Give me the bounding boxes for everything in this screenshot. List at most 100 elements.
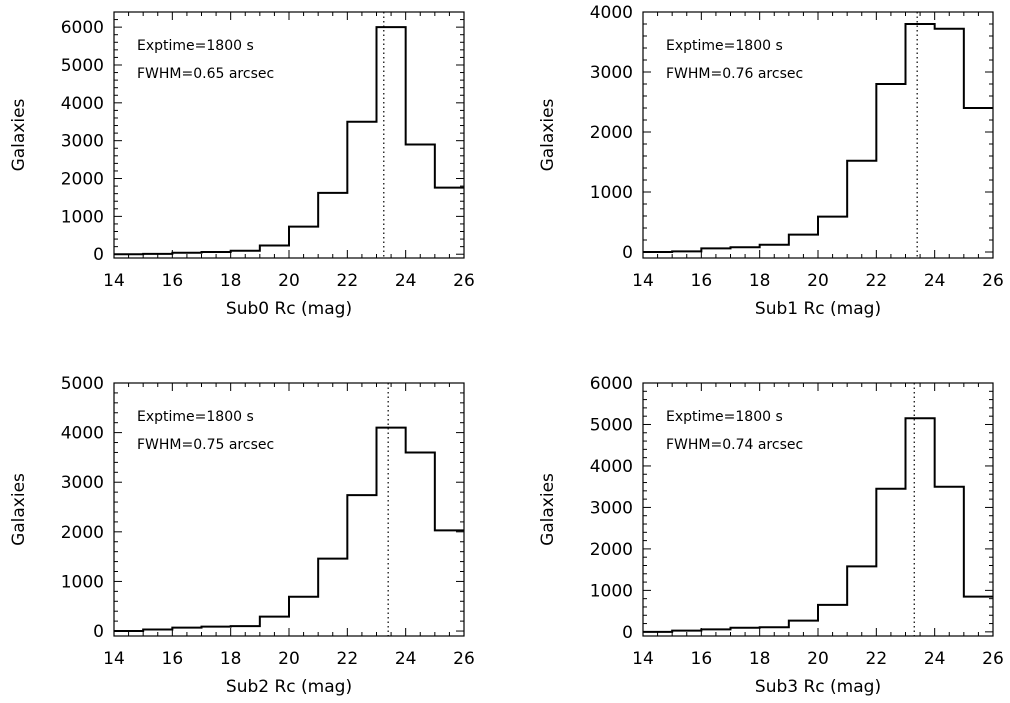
y-tick-label: 2000 — [61, 170, 104, 190]
y-tick-label: 2000 — [61, 523, 104, 543]
histogram-bar — [906, 24, 935, 258]
x-tick-label: 24 — [924, 271, 946, 291]
histogram-bar — [643, 252, 672, 258]
histogram-bar — [935, 487, 964, 636]
y-tick-label: 6000 — [61, 18, 104, 38]
x-tick-label: 20 — [278, 271, 300, 291]
x-axis-label: Sub3 Rc (mag) — [755, 677, 881, 697]
histogram-bar — [377, 27, 406, 258]
y-tick-label: 4000 — [590, 457, 633, 477]
histogram-bar — [347, 122, 376, 258]
x-axis-label: Sub0 Rc (mag) — [226, 299, 352, 319]
x-tick-label: 26 — [982, 271, 1004, 291]
x-tick-label: 22 — [337, 649, 359, 669]
annotation-0: Exptime=1800 s — [137, 38, 254, 54]
y-axis-label: Galaxies — [538, 473, 558, 546]
y-tick-label: 3000 — [61, 473, 104, 493]
histogram-bar — [143, 630, 172, 636]
y-tick-label: 0 — [622, 623, 633, 643]
panel-3: 14 16 18 20 22 24 26 0 1000 2000 3000 4000 5000 6000 E… — [538, 374, 1004, 697]
y-tick-label: 5000 — [61, 374, 104, 394]
histogram-bar — [289, 597, 318, 636]
x-tick-label: 22 — [866, 271, 888, 291]
histogram-bar — [847, 566, 876, 636]
y-tick-label: 0 — [93, 245, 104, 265]
histogram-bar — [760, 245, 789, 258]
y-tick-label: 4000 — [61, 94, 104, 114]
histogram-bar — [818, 217, 847, 258]
histogram-bar — [377, 428, 406, 636]
histogram-bar — [935, 29, 964, 258]
annotation-0: Exptime=1800 s — [137, 409, 254, 425]
histogram-bar — [435, 530, 464, 636]
histogram-bar — [701, 629, 730, 636]
annotation-0: Exptime=1800 s — [666, 409, 783, 425]
histogram-outline — [114, 26, 464, 256]
y-tick-label: 1000 — [61, 572, 104, 592]
y-axis-label: Galaxies — [9, 98, 29, 171]
x-tick-label: 22 — [866, 649, 888, 669]
histogram-bar — [406, 452, 435, 636]
histogram-bar — [964, 597, 993, 636]
y-tick-label: 6000 — [590, 374, 633, 394]
x-tick-label: 16 — [162, 271, 184, 291]
histogram-bar — [260, 617, 289, 636]
x-axis-label: Sub1 Rc (mag) — [755, 299, 881, 319]
x-tick-label: 20 — [278, 649, 300, 669]
x-tick-label: 18 — [220, 649, 242, 669]
y-tick-label: 5000 — [61, 56, 104, 76]
y-tick-label: 3000 — [590, 498, 633, 518]
histogram-bar — [289, 227, 318, 258]
histogram-bar — [202, 252, 231, 258]
x-tick-label: 20 — [807, 649, 829, 669]
histogram-bar — [672, 631, 701, 636]
panel-0: 14 16 18 20 22 24 26 0 1000 2000 3000 4000 5000 6000 E… — [9, 11, 475, 319]
y-tick-label: 2000 — [590, 540, 633, 560]
x-tick-label: 18 — [749, 649, 771, 669]
histogram-bar — [114, 631, 143, 636]
y-axis-label: Galaxies — [538, 98, 558, 171]
histogram-bar — [172, 253, 201, 258]
histogram-bar — [876, 489, 905, 636]
histogram-bar — [906, 418, 935, 636]
x-tick-label: 18 — [220, 271, 242, 291]
histogram-bar — [231, 626, 260, 636]
histogram-bar — [435, 188, 464, 258]
histogram-bar — [818, 605, 847, 636]
y-tick-label: 2000 — [590, 123, 633, 143]
y-tick-label: 3000 — [590, 63, 633, 83]
x-tick-label: 24 — [924, 649, 946, 669]
x-tick-label: 14 — [632, 271, 654, 291]
histogram-bar — [643, 632, 672, 636]
x-tick-label: 26 — [453, 649, 475, 669]
y-tick-label: 4000 — [61, 424, 104, 444]
histogram-bar — [260, 246, 289, 258]
x-tick-label: 20 — [807, 271, 829, 291]
x-tick-label: 14 — [103, 271, 125, 291]
panel-1: 14 16 18 20 22 24 26 0 1000 2000 3000 4000 Exptime=1… — [538, 3, 1004, 319]
annotation-1: FWHM=0.74 arcsec — [666, 437, 803, 453]
x-tick-label: 16 — [691, 271, 713, 291]
x-tick-label: 22 — [337, 271, 359, 291]
x-tick-label: 18 — [749, 271, 771, 291]
histogram-outline — [114, 426, 464, 633]
histogram-bar — [760, 627, 789, 636]
histogram-bar — [701, 248, 730, 258]
y-axis-label: Galaxies — [9, 473, 29, 546]
histogram-bar — [789, 621, 818, 636]
x-tick-label: 16 — [162, 649, 184, 669]
y-tick-label: 1000 — [590, 183, 633, 203]
histogram-bar — [347, 495, 376, 636]
annotation-0: Exptime=1800 s — [666, 38, 783, 54]
histogram-bar — [789, 235, 818, 258]
x-tick-label: 16 — [691, 649, 713, 669]
panel-2: 14 16 18 20 22 24 26 0 1000 2000 3000 4000 5000 Expti… — [9, 374, 475, 697]
histogram-bar — [731, 628, 760, 636]
histogram-bar — [847, 161, 876, 258]
x-tick-label: 26 — [453, 271, 475, 291]
x-tick-label: 14 — [103, 649, 125, 669]
x-tick-label: 24 — [395, 649, 417, 669]
x-tick-label: 14 — [632, 649, 654, 669]
y-tick-label: 4000 — [590, 3, 633, 23]
